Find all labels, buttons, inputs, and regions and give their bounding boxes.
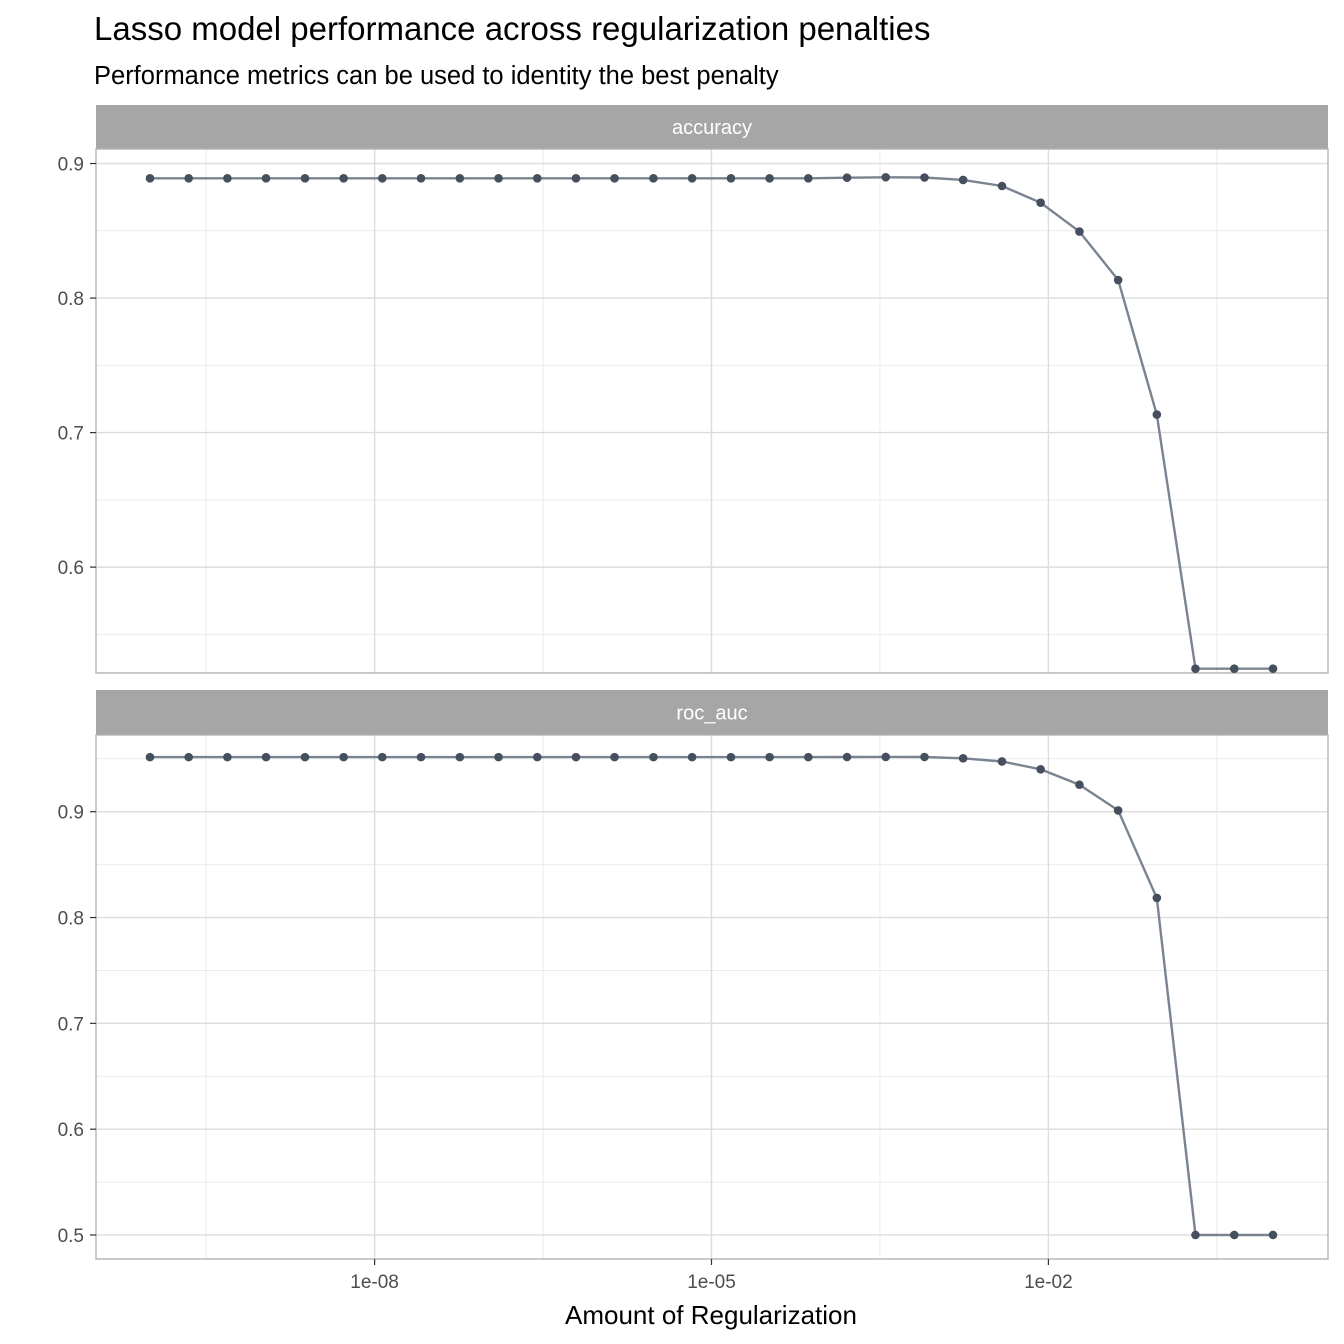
data-point: [726, 752, 736, 762]
facet-label: roc_auc: [676, 703, 747, 725]
data-point: [1075, 780, 1084, 790]
data-point: [571, 174, 581, 183]
facet-strip: [96, 690, 1328, 735]
data-point: [881, 752, 891, 762]
x-tick-label: 1e-05: [687, 1272, 736, 1293]
facet-label: accuracy: [672, 117, 752, 139]
chart-subtitle: Performance metrics can be used to ident…: [94, 62, 779, 90]
data-point: [339, 174, 348, 183]
data-point: [455, 752, 465, 762]
data-point: [571, 752, 581, 762]
data-point: [455, 174, 465, 183]
data-point: [997, 181, 1007, 191]
data-point: [1036, 198, 1045, 207]
data-point: [532, 174, 542, 183]
y-tick-label: 0.9: [58, 803, 84, 824]
data-point: [842, 752, 852, 762]
data-point: [687, 174, 697, 183]
series-line-accuracy: [150, 176, 1273, 670]
data-point: [958, 753, 968, 763]
data-point: [377, 752, 387, 762]
facet-strip: [96, 105, 1328, 149]
data-point: [223, 174, 232, 183]
data-point: [145, 174, 155, 183]
y-tick-label: 0.6: [58, 558, 84, 579]
x-tick-label: 1e-08: [350, 1272, 399, 1293]
panel-roc_auc: roc_auc 0.5 0.6 0.7 0.8 0.9: [58, 690, 1329, 1260]
data-point: [416, 174, 426, 183]
y-tick-label: 0.7: [58, 424, 84, 445]
data-point: [145, 752, 155, 762]
x-tick-label: 1e-02: [1024, 1272, 1073, 1293]
data-point: [687, 752, 697, 762]
data-point: [416, 752, 426, 762]
data-point: [184, 752, 193, 762]
data-point: [920, 752, 929, 762]
data-point: [1191, 1230, 1200, 1240]
y-tick-label: 0.6: [58, 1120, 84, 1141]
data-point: [1152, 410, 1162, 419]
data-point: [300, 752, 310, 762]
panel-border: [95, 148, 1329, 674]
data-point: [765, 174, 774, 183]
data-point: [765, 752, 774, 762]
y-tick-label: 0.7: [58, 1014, 84, 1035]
x-axis-label: Amount of Regularization: [565, 1300, 857, 1330]
data-point: [532, 752, 542, 762]
data-point: [1268, 1230, 1278, 1240]
y-tick-label: 0.8: [58, 289, 84, 310]
y-tick-label: 0.8: [58, 909, 84, 930]
data-point: [261, 174, 271, 183]
data-point: [997, 757, 1007, 766]
data-point: [494, 174, 503, 183]
data-point: [726, 174, 736, 183]
data-point: [920, 173, 929, 182]
data-point: [958, 175, 968, 185]
series-line-roc_auc: [150, 755, 1273, 1237]
data-point: [842, 173, 852, 182]
data-point: [223, 752, 232, 762]
y-tick-label: 0.5: [58, 1226, 84, 1247]
data-point: [339, 752, 348, 762]
data-point: [1268, 664, 1278, 673]
panel-accuracy: accuracy 0.6 0.7 0.8 0.9: [58, 105, 1329, 674]
data-point: [1075, 227, 1084, 236]
data-point: [184, 174, 193, 183]
data-point: [610, 752, 619, 762]
y-tick-label: 0.9: [58, 155, 84, 176]
data-point: [804, 752, 813, 762]
panels: accuracy 0.6 0.7 0.8 0.9 roc_auc 0.5 0.6 0.7 0.8 0…: [58, 105, 1329, 1260]
data-point: [300, 174, 310, 183]
x-axis: 1e-08 1e-05 1e-02: [350, 1259, 1073, 1293]
data-point: [881, 172, 891, 182]
data-point: [261, 752, 271, 762]
data-point: [1113, 275, 1123, 285]
data-point: [1229, 1230, 1239, 1240]
data-point: [649, 174, 658, 183]
data-point: [804, 174, 813, 183]
data-point: [377, 174, 387, 183]
chart-title: Lasso model performance across regulariz…: [94, 10, 930, 47]
data-point: [1152, 893, 1162, 903]
data-point: [494, 752, 503, 762]
data-point: [610, 174, 619, 183]
data-point: [1229, 664, 1239, 673]
data-point: [1191, 664, 1200, 673]
data-point: [1113, 806, 1123, 815]
data-point: [649, 752, 658, 762]
data-point: [1036, 764, 1045, 774]
